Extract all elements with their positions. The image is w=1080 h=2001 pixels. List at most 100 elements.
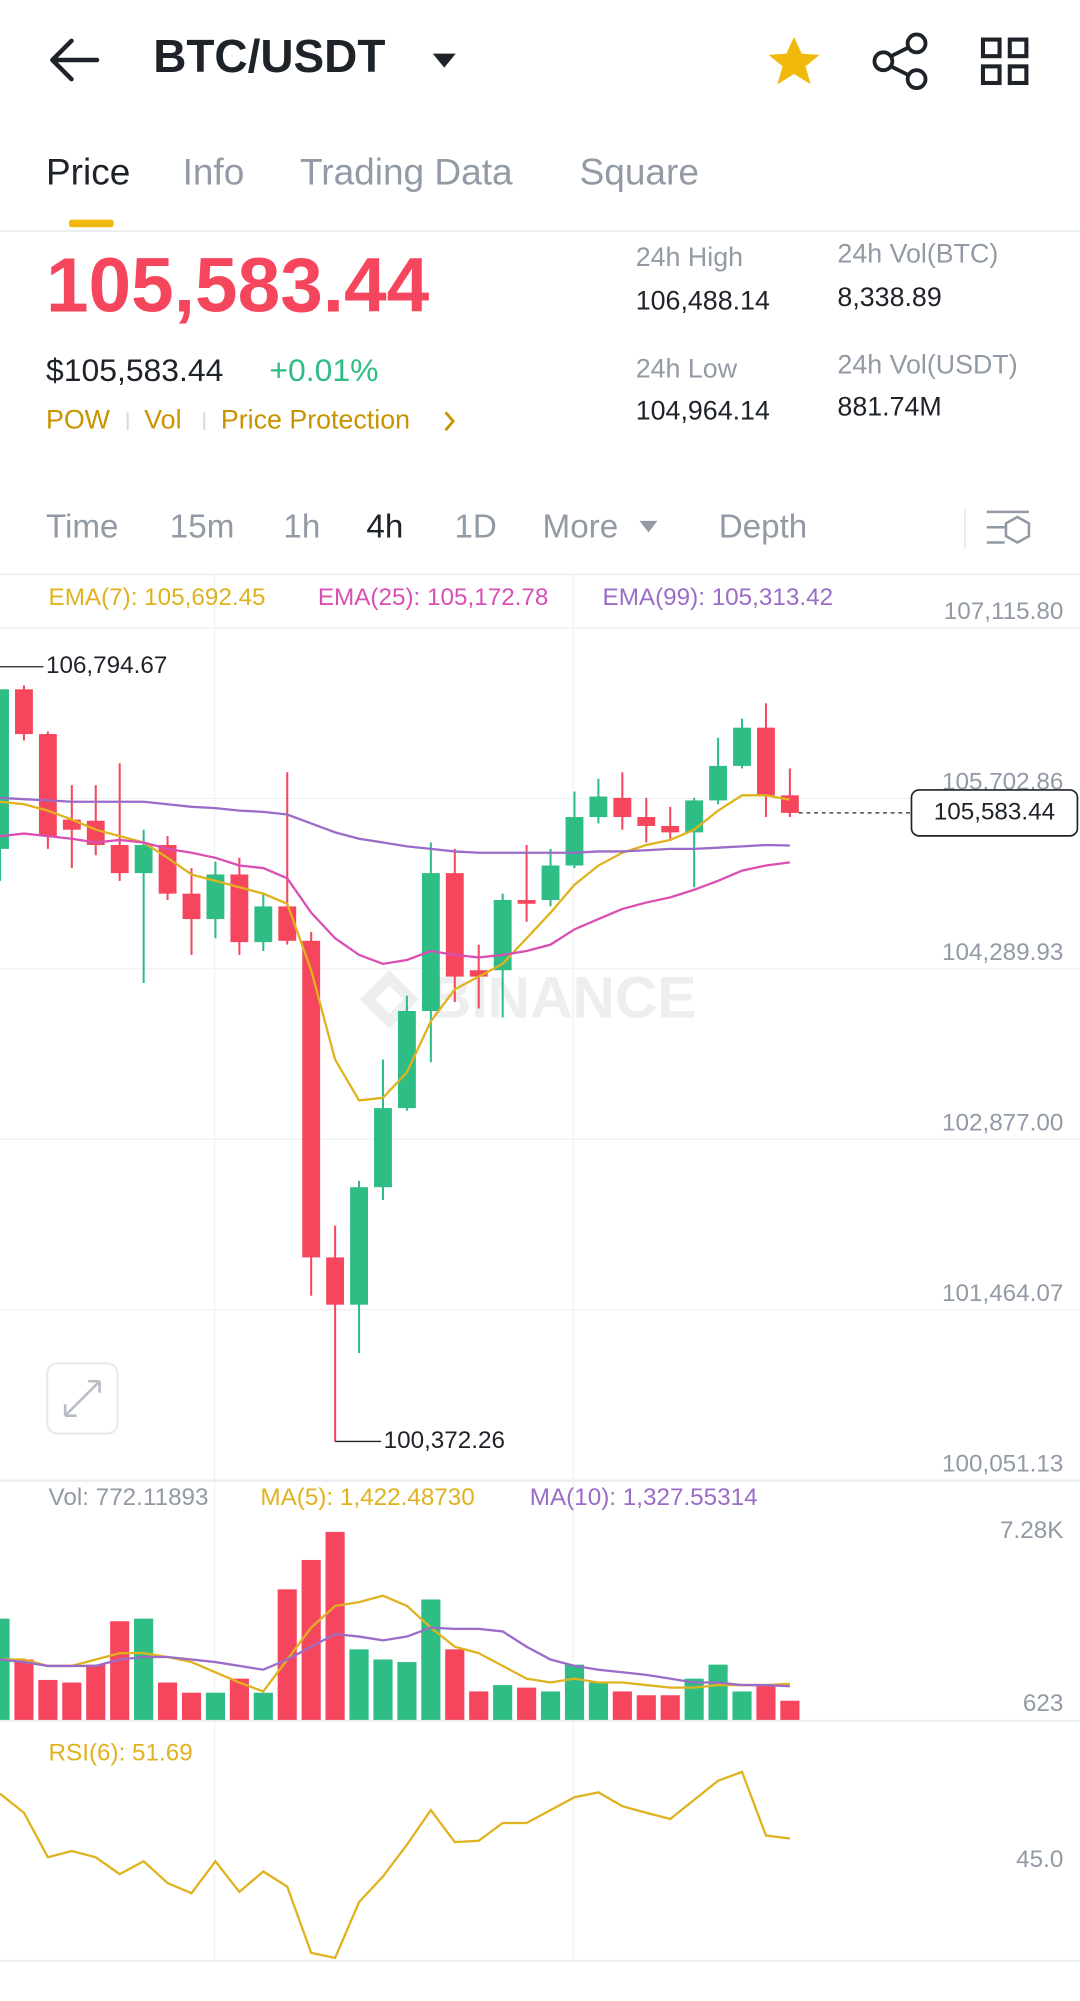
favorite-star[interactable] [768, 37, 820, 85]
candle-body [0, 689, 9, 849]
candle-body [182, 893, 201, 920]
tab[interactable]: Trading Data [300, 151, 513, 193]
ema-line [0, 794, 791, 1102]
candle-body [62, 819, 81, 830]
rsi-legend: RSI(6): 51.69 [49, 1739, 193, 1766]
chart-layer: 107,115.80105,702.86104,289.93102,877.00… [0, 598, 1080, 1960]
candle-body [38, 734, 57, 837]
tag[interactable]: POW [46, 404, 111, 434]
candle-body [661, 825, 680, 833]
more-dropdown[interactable] [639, 520, 658, 533]
menu-button[interactable] [980, 37, 1029, 86]
pair-title[interactable]: BTC/USDT [153, 30, 385, 82]
rsi-line [0, 1770, 791, 1960]
volume-bar [62, 1682, 82, 1721]
expand-button[interactable] [46, 1362, 119, 1435]
volume-bar [445, 1649, 465, 1721]
stat-label: 24h High [636, 242, 743, 272]
last-price: 105,583.44 [46, 243, 430, 328]
candle-body [541, 865, 560, 901]
low-marker-label: 100,372.26 [384, 1427, 505, 1454]
interval[interactable]: 4h [366, 508, 403, 545]
share-button[interactable] [872, 32, 928, 90]
chart-settings[interactable] [986, 510, 1031, 544]
volume-bar [325, 1531, 345, 1721]
high-marker-label: 106,794.67 [46, 652, 167, 679]
candle-body [493, 900, 512, 971]
volume-bar [253, 1692, 273, 1721]
indicator-legend: EMA(25): 105,172.78 [318, 584, 549, 611]
volume-bar [277, 1589, 297, 1721]
interval[interactable]: 1h [283, 508, 320, 545]
share-node [905, 68, 928, 90]
candle-body [15, 689, 33, 735]
settings-hex [1004, 515, 1031, 544]
tab-indicator [68, 219, 114, 228]
volume-bar [708, 1664, 728, 1721]
interval[interactable]: More [543, 508, 619, 545]
candle-body [685, 800, 704, 833]
interval[interactable]: 1D [454, 508, 496, 545]
tab[interactable]: Square [580, 151, 699, 193]
pair-dropdown[interactable] [432, 53, 456, 68]
stat-value: 104,964.14 [636, 395, 770, 425]
candle-body [326, 1257, 345, 1305]
candle-body [302, 940, 321, 1258]
usd-price: $105,583.44 [46, 352, 223, 388]
watermark-text: BINANCE [429, 966, 697, 1031]
volume-tick-label: 623 [1023, 1690, 1063, 1717]
volume-bar [301, 1559, 321, 1721]
candle-body [709, 765, 728, 801]
ma-line [0, 1626, 790, 1688]
share-link [890, 45, 910, 78]
candle-body [517, 900, 536, 904]
candle-body [350, 1187, 368, 1305]
expand-icon [63, 1379, 101, 1417]
volume-bar [732, 1691, 752, 1721]
candle-body [374, 1108, 392, 1188]
menu-cell [1007, 64, 1029, 86]
volume-bar [780, 1700, 800, 1721]
candle-body [733, 727, 751, 766]
volume-bar [493, 1685, 513, 1721]
ma-line [0, 1594, 790, 1693]
y-tick-label: 102,877.00 [942, 1109, 1063, 1136]
menu-cell [1007, 37, 1029, 59]
tag-chevron [444, 411, 456, 432]
stat-label: 24h Vol(BTC) [837, 238, 998, 268]
tab[interactable]: Price [46, 151, 130, 193]
ma-legend: MA(5): 1,422.48730 [260, 1484, 474, 1511]
candle-body [158, 845, 177, 894]
volume-legend: Vol: 772.11893 [49, 1484, 209, 1511]
volume-bar [421, 1599, 441, 1721]
ma-legend: MA(10): 1,327.55314 [530, 1484, 758, 1511]
interval[interactable]: 15m [170, 508, 235, 545]
stat-label: 24h Vol(USDT) [837, 349, 1017, 379]
menu-cell [980, 37, 1002, 59]
y-tick-label: 107,115.80 [944, 598, 1064, 625]
interval[interactable]: Time [46, 508, 119, 545]
volume-bar [636, 1695, 656, 1721]
ema-line [0, 796, 790, 854]
volume-bar [756, 1685, 776, 1721]
menu-cell [980, 64, 1002, 86]
volume-bar [134, 1618, 154, 1721]
volume-bar [660, 1695, 680, 1721]
candle-body [757, 727, 775, 796]
back-button[interactable] [50, 38, 100, 82]
stat-value: 8,338.89 [837, 282, 941, 312]
volume-bar [517, 1687, 537, 1721]
tag[interactable]: Vol [144, 404, 181, 434]
candle-body [445, 873, 464, 977]
candle-body [613, 797, 632, 818]
tab[interactable]: Info [183, 151, 245, 193]
volume-bar [540, 1691, 561, 1721]
candle-body [206, 874, 225, 920]
interval[interactable]: Depth [719, 508, 808, 545]
tag[interactable]: Price Protection [221, 404, 410, 434]
volume-bar [157, 1682, 178, 1721]
candle-body [110, 845, 129, 874]
back-arrow [50, 38, 100, 82]
y-tick-label: 104,289.93 [942, 939, 1063, 966]
